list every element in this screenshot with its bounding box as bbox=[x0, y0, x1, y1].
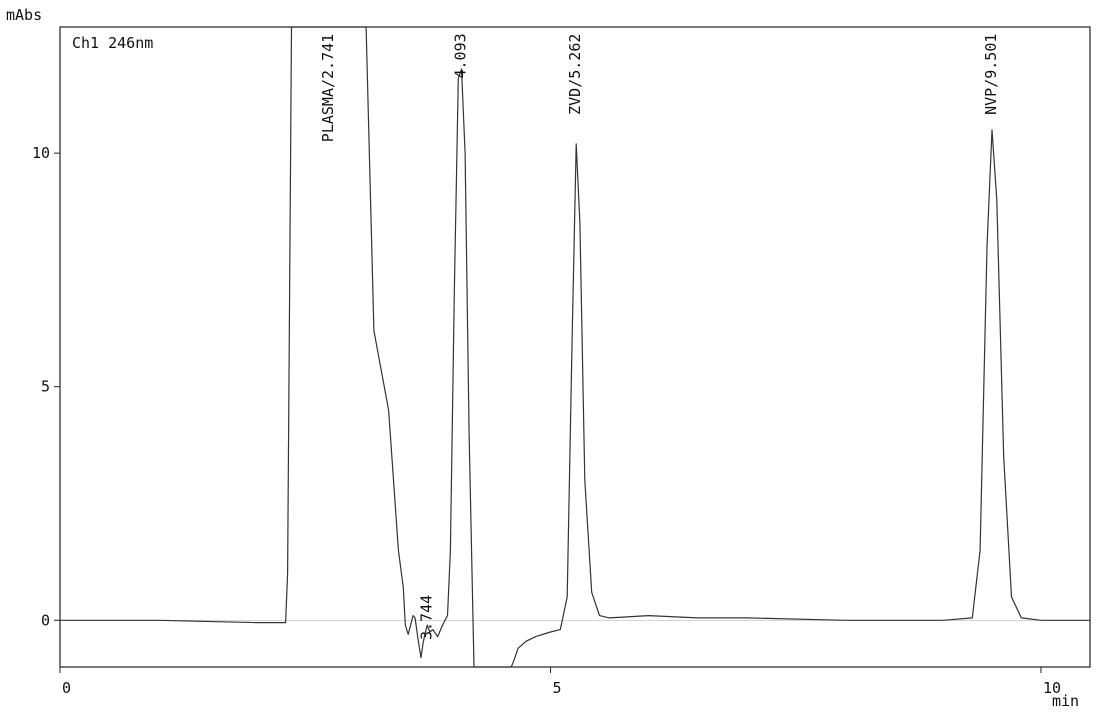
peak-label-2: 4.093 bbox=[452, 33, 470, 78]
plot-frame bbox=[59, 26, 1091, 668]
series-layer bbox=[60, 26, 1090, 668]
y-tick-label-0: 0 bbox=[41, 611, 50, 629]
peak-label-4: NVP/9.501 bbox=[982, 34, 1000, 115]
peak-label-3: ZVD/5.262 bbox=[566, 34, 584, 115]
y-axis-label: mAbs bbox=[6, 6, 42, 24]
peak-label-1: 3.744 bbox=[417, 595, 435, 640]
x-tick-label-0: 0 bbox=[62, 679, 71, 697]
x-axis-label: min bbox=[1052, 692, 1079, 710]
y-tick-label-2: 10 bbox=[32, 144, 50, 162]
channel-label: Ch1 246nm bbox=[72, 34, 153, 52]
axis-ticks: 0 5 10 0 5 10 bbox=[32, 144, 1061, 697]
peak-labels: PLASMA/2.741 3.744 4.093 ZVD/5.262 NVP/9.501 bbox=[319, 33, 1000, 640]
x-tick-label-1: 5 bbox=[552, 679, 561, 697]
x-tick-label-2: 10 bbox=[1043, 679, 1061, 697]
peak-label-0: PLASMA/2.741 bbox=[319, 34, 337, 142]
series-line-0 bbox=[60, 26, 1090, 668]
y-tick-label-1: 5 bbox=[41, 378, 50, 396]
